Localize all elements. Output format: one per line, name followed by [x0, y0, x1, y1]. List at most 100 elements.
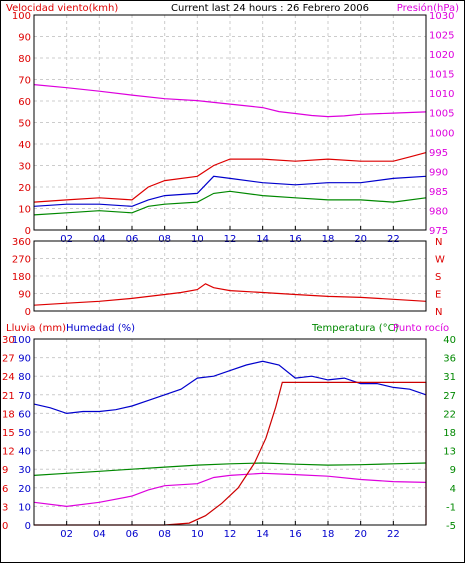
temperature-tick-label: 36: [443, 354, 456, 365]
wind-hour-tick-label: 12: [224, 234, 237, 245]
bottom-hour-tick-label: 10: [191, 529, 204, 540]
direction-tick-label: 0: [25, 307, 31, 318]
temperature-tick-label: -5: [446, 521, 456, 532]
blue-hum-line: [33, 360, 427, 415]
rain-humidity-ticks: 0 3 6 9 12 15 18 21 24 27 30 0 10 20 30 40 50 60 70 80 90 100: [2, 335, 31, 532]
wind-speed-tick-label: 20: [18, 183, 31, 194]
humidity-tick-label: 10: [18, 502, 31, 513]
rain-tick-label: 9: [2, 465, 8, 476]
wind-hour-tick-label: 16: [289, 234, 302, 245]
wind-speed-tick-label: 30: [18, 162, 31, 173]
wind-hour-tick-label: 04: [93, 234, 106, 245]
direction-letter: E: [435, 290, 441, 301]
rain-tick-label: 3: [2, 502, 8, 513]
temperature-tick-label: 22: [443, 409, 456, 420]
red-wind-line: [33, 152, 427, 203]
bottom-hour-tick-label: 14: [256, 529, 269, 540]
magenta-wind-line: [33, 84, 427, 118]
temperature-ticks: -5 -1 4 9 13 18 22 27 31 36 40: [443, 335, 456, 532]
rain-axis-label: Lluvia (mm): [6, 323, 66, 334]
wind-hour-tick-label: 08: [158, 234, 171, 245]
wind-direction-line: [33, 283, 427, 306]
wind-speed-tick-label: 90: [18, 33, 31, 44]
wind-speed-tick-label: 40: [18, 140, 31, 151]
humidity-tick-label: 70: [18, 391, 31, 402]
darkred-rain-line: [34, 381, 427, 526]
pressure-tick-label: 995: [429, 148, 448, 159]
rain-tick-label: 6: [2, 484, 8, 495]
pressure-tick-label: 1000: [429, 128, 454, 139]
temperature-tick-label: 31: [443, 372, 456, 383]
humidity-tick-label: 90: [18, 354, 31, 365]
wind-hour-tick-label: 22: [387, 234, 400, 245]
rain-tick-label: 15: [2, 428, 15, 439]
bottom-grid: [34, 339, 426, 525]
wind-speed-tick-label: 70: [18, 76, 31, 87]
pressure-ticks: 975 980 985 990 995 1000 1005 1010 1015 1020 1025 1…: [429, 11, 454, 237]
humidity-tick-label: 30: [18, 465, 31, 476]
pressure-title: Presión(hPa): [397, 2, 459, 14]
wind-speed-ticks: 0 10 20 30 40 50 60 70 80 90 100: [12, 11, 31, 237]
wind-grid: [34, 15, 426, 230]
rain-tick-label: 24: [2, 372, 15, 383]
pressure-tick-label: 1030: [429, 11, 454, 22]
temperature-tick-label: -1: [446, 502, 456, 513]
temperature-tick-label: 27: [443, 391, 456, 402]
temperature-axis-label: Temperatura (°C): [311, 323, 399, 334]
wind-hour-tick-label: 10: [191, 234, 204, 245]
bottom-hour-tick-label: 12: [224, 529, 237, 540]
wind-speed-tick-label: 50: [18, 119, 31, 130]
direction-tick-label: 360: [12, 237, 31, 248]
humidity-axis-label: Humedad (%): [66, 323, 135, 334]
wind-hour-tick-label: 14: [256, 234, 269, 245]
magenta-temp-line: [33, 472, 427, 508]
humidity-temperature-panel: 0369121518212427300102030405060708090100…: [2, 335, 456, 540]
pressure-tick-label: 1010: [429, 89, 454, 100]
humidity-tick-label: 100: [12, 335, 31, 346]
humidity-tick-label: 80: [18, 372, 31, 383]
direction-letter: S: [435, 272, 441, 283]
direction-letter: N: [435, 237, 442, 248]
rain-tick-label: 30: [2, 335, 15, 346]
bottom-hour-ticks: 02 04 06 08 10 12 14 16 18 20 22: [60, 521, 400, 540]
humidity-tick-label: 20: [18, 484, 31, 495]
wind-speed-tick-label: 60: [18, 97, 31, 108]
blue-wind-line: [33, 175, 427, 207]
pressure-tick-label: 1005: [429, 109, 454, 120]
dewpoint-axis-label: Punto rocío: [393, 322, 449, 334]
wind-speed-tick-label: 0: [25, 226, 31, 237]
pressure-tick-label: 1025: [429, 31, 454, 42]
temperature-tick-label: 9: [450, 465, 456, 476]
bottom-hour-tick-label: 18: [322, 529, 335, 540]
humidity-tick-label: 40: [18, 447, 31, 458]
direction-tick-label: 90: [18, 290, 31, 301]
direction-ticks: 0 90 180 270 360: [12, 237, 31, 318]
bottom-hour-tick-label: 02: [60, 529, 73, 540]
pressure-tick-label: 980: [429, 206, 448, 217]
temperature-tick-label: 18: [443, 428, 456, 439]
temperature-tick-label: 4: [450, 484, 456, 495]
wind-speed-title: Velocidad viento(kmh): [6, 3, 118, 14]
wind-speed-tick-label: 100: [12, 11, 31, 22]
direction-tick-label: 270: [12, 255, 31, 266]
humidity-tick-label: 50: [18, 428, 31, 439]
bottom-hour-tick-label: 16: [289, 529, 302, 540]
bottom-hour-tick-label: 20: [354, 529, 367, 540]
pressure-tick-label: 1015: [429, 70, 454, 81]
wind-series: [33, 84, 427, 216]
direction-series: [33, 283, 427, 306]
wind-hour-ticks: 02 04 06 08 10 12 14 16 18 20 22: [60, 226, 400, 245]
wind-hour-tick-label: 06: [126, 234, 139, 245]
wind-hour-tick-label: 20: [354, 234, 367, 245]
green-wind-line: [33, 190, 427, 216]
direction-plot-frame: [33, 240, 427, 312]
rain-tick-label: 27: [2, 354, 15, 365]
green-temp-line: [33, 462, 427, 476]
direction-letter: N: [435, 307, 442, 318]
pressure-tick-label: 975: [429, 226, 448, 237]
pressure-tick-label: 990: [429, 167, 448, 178]
